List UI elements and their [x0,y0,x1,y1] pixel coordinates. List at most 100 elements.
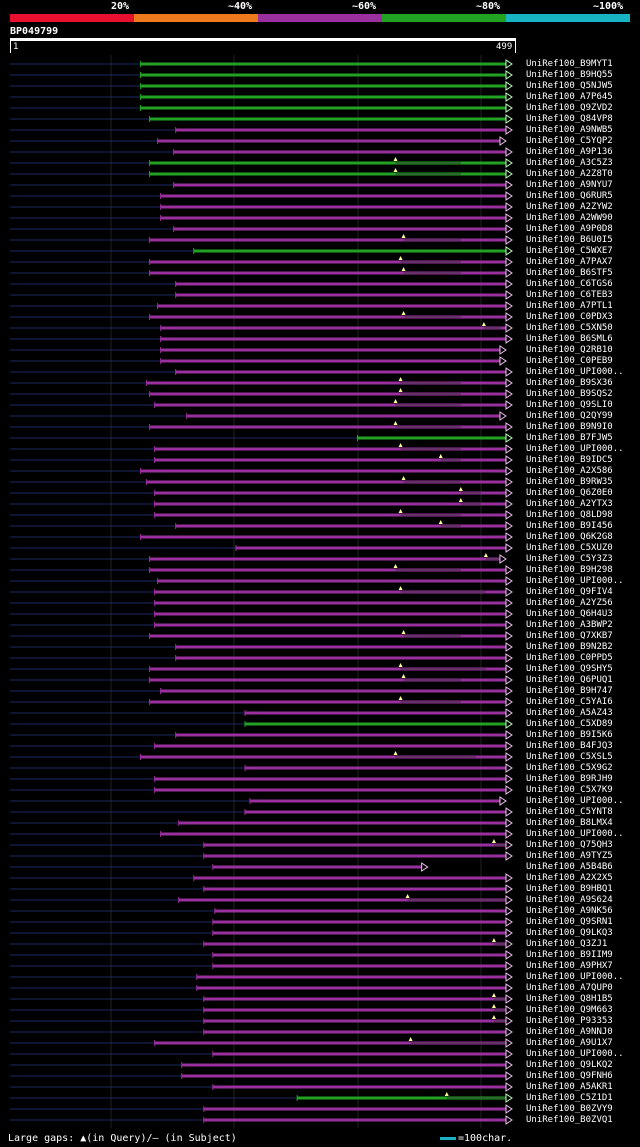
hit-label[interactable]: UniRef100_B9HBQ1 [526,884,613,894]
hit-label[interactable]: UniRef100_C5YAI6 [526,697,613,707]
hit-label[interactable]: UniRef100_A2Z8T0 [526,169,613,179]
hit-arrow [505,312,513,322]
hit-label[interactable]: UniRef100_B8LMX4 [526,818,613,828]
hit-label[interactable]: UniRef100_Q8LD98 [526,510,613,520]
hit-label[interactable]: UniRef100_B9IIM9 [526,950,613,960]
hit-label[interactable]: UniRef100_Q9SHY5 [526,664,613,674]
hit-label[interactable]: UniRef100_Q9SLI0 [526,400,613,410]
hit-label[interactable]: UniRef100_UPI000.. [526,576,624,586]
hit-label[interactable]: UniRef100_B9SX36 [526,378,613,388]
hit-label[interactable]: UniRef100_B4FJQ3 [526,741,613,751]
hit-label[interactable]: UniRef100_A9S624 [526,895,613,905]
hit-label[interactable]: UniRef100_Q9FIV4 [526,587,613,597]
hit-label[interactable]: UniRef100_B9N9I0 [526,422,613,432]
hit-label[interactable]: UniRef100_UPI000.. [526,1049,624,1059]
hit-label[interactable]: UniRef100_C5YQP2 [526,136,613,146]
hit-label[interactable]: UniRef100_B9N2B2 [526,642,613,652]
hit-label[interactable]: UniRef100_C5XSL5 [526,752,613,762]
hit-label[interactable]: UniRef100_B9SQS2 [526,389,613,399]
hit-label[interactable]: UniRef100_B9RW35 [526,477,613,487]
hit-label[interactable]: UniRef100_A9NK56 [526,906,613,916]
hit-label[interactable]: UniRef100_A3BWP2 [526,620,613,630]
hit-label[interactable]: UniRef100_A2X586 [526,466,613,476]
hit-label[interactable]: UniRef100_A7PTL1 [526,301,613,311]
hit-label[interactable]: UniRef100_Q2RB10 [526,345,613,355]
hit-label[interactable]: UniRef100_C5XN50 [526,323,613,333]
hit-label[interactable]: UniRef100_Q75QH3 [526,840,613,850]
hit-label[interactable]: UniRef100_Q9SRN1 [526,917,613,927]
hit-label[interactable]: UniRef100_B9I5K6 [526,730,613,740]
hit-label[interactable]: UniRef100_B9HQ55 [526,70,613,80]
hit-label[interactable]: UniRef100_C6TEB3 [526,290,613,300]
hit-label[interactable]: UniRef100_C5Y3Z3 [526,554,613,564]
hit-label[interactable]: UniRef100_Q2QY99 [526,411,613,421]
hit-label[interactable]: UniRef100_A2WW90 [526,213,613,223]
hit-label[interactable]: UniRef100_Q6RUR5 [526,191,613,201]
hit-label[interactable]: UniRef100_A9P0D8 [526,224,613,234]
hit-label[interactable]: UniRef100_C5Z1D1 [526,1093,613,1103]
hit-label[interactable]: UniRef100_Q6Z0E0 [526,488,613,498]
hit-label[interactable]: UniRef100_B6SML6 [526,334,613,344]
hit-label[interactable]: UniRef100_A9NWB5 [526,125,613,135]
hit-label[interactable]: UniRef100_B9I456 [526,521,613,531]
hit-label[interactable]: UniRef100_Q9LKQ3 [526,928,613,938]
hit-label[interactable]: UniRef100_A2YTX3 [526,499,613,509]
hit-label[interactable]: UniRef100_Q8H1B5 [526,994,613,1004]
hit-label[interactable]: UniRef100_A2X2X5 [526,873,613,883]
hit-label[interactable]: UniRef100_Q5NJW5 [526,81,613,91]
hit-label[interactable]: UniRef100_A5B4B6 [526,862,613,872]
hit-label[interactable]: UniRef100_C0PEB9 [526,356,613,366]
hit-label[interactable]: UniRef100_Q9ZVD2 [526,103,613,113]
hit-label[interactable]: UniRef100_A7QUP0 [526,983,613,993]
hit-label[interactable]: UniRef100_P93353 [526,1016,613,1026]
hit-label[interactable]: UniRef100_A9PHX7 [526,961,613,971]
hit-label[interactable]: UniRef100_C5WXE7 [526,246,613,256]
hit-label[interactable]: UniRef100_C6TGS6 [526,279,613,289]
hit-label[interactable]: UniRef100_B9H298 [526,565,613,575]
hit-label[interactable]: UniRef100_B6U0I5 [526,235,613,245]
hit-label[interactable]: UniRef100_Q9FNH6 [526,1071,613,1081]
hit-label[interactable]: UniRef100_B9H747 [526,686,613,696]
hit-label[interactable]: UniRef100_Q6PUQ1 [526,675,613,685]
hit-label[interactable]: UniRef100_Q9M663 [526,1005,613,1015]
hit-label[interactable]: UniRef100_B9RJH9 [526,774,613,784]
hit-label[interactable]: UniRef100_B0ZVY9 [526,1104,613,1114]
hit-label[interactable]: UniRef100_A9NNJ0 [526,1027,613,1037]
hit-label[interactable]: UniRef100_B6STF5 [526,268,613,278]
hit-label[interactable]: UniRef100_A7PAX7 [526,257,613,267]
hit-label[interactable]: UniRef100_Q9LKQ2 [526,1060,613,1070]
hit-label[interactable]: UniRef100_A5AKR1 [526,1082,613,1092]
hit-label[interactable]: UniRef100_A2ZYW2 [526,202,613,212]
hit-label[interactable]: UniRef100_A9NYU7 [526,180,613,190]
hit-label[interactable]: UniRef100_UPI000.. [526,444,624,454]
hit-label[interactable]: UniRef100_A9TYZ5 [526,851,613,861]
hit-label[interactable]: UniRef100_C0PPD5 [526,653,613,663]
hit-label[interactable]: UniRef100_B9MYT1 [526,59,613,69]
query-gap-marker [401,267,406,271]
hit-arrow [421,862,429,872]
hit-label[interactable]: UniRef100_Q84VP8 [526,114,613,124]
hit-label[interactable]: UniRef100_UPI000.. [526,829,624,839]
hit-label[interactable]: UniRef100_A9P136 [526,147,613,157]
hit-label[interactable]: UniRef100_B9IDC5 [526,455,613,465]
hit-label[interactable]: UniRef100_C5X7K9 [526,785,613,795]
hit-label[interactable]: UniRef100_A3C5Z3 [526,158,613,168]
hit-label[interactable]: UniRef100_C0PDX3 [526,312,613,322]
hit-label[interactable]: UniRef100_B7FJW5 [526,433,613,443]
hit-label[interactable]: UniRef100_A2YZ56 [526,598,613,608]
hit-label[interactable]: UniRef100_A9U1X7 [526,1038,613,1048]
hit-label[interactable]: UniRef100_Q6H4U3 [526,609,613,619]
hit-label[interactable]: UniRef100_A7P645 [526,92,613,102]
hit-label[interactable]: UniRef100_Q6K2G8 [526,532,613,542]
hit-label[interactable]: UniRef100_Q7XKB7 [526,631,613,641]
hit-label[interactable]: UniRef100_UPI000.. [526,796,624,806]
hit-label[interactable]: UniRef100_UPI000.. [526,367,624,377]
hit-label[interactable]: UniRef100_A5AZ43 [526,708,613,718]
hit-label[interactable]: UniRef100_C5X9G2 [526,763,613,773]
hit-label[interactable]: UniRef100_UPI000.. [526,972,624,982]
hit-label[interactable]: UniRef100_C5XUZ0 [526,543,613,553]
hit-label[interactable]: UniRef100_C5YNT8 [526,807,613,817]
hit-label[interactable]: UniRef100_C5XD89 [526,719,613,729]
hit-label[interactable]: UniRef100_Q3ZJ1 [526,939,608,949]
hit-label[interactable]: UniRef100_B0ZVQ1 [526,1115,613,1125]
